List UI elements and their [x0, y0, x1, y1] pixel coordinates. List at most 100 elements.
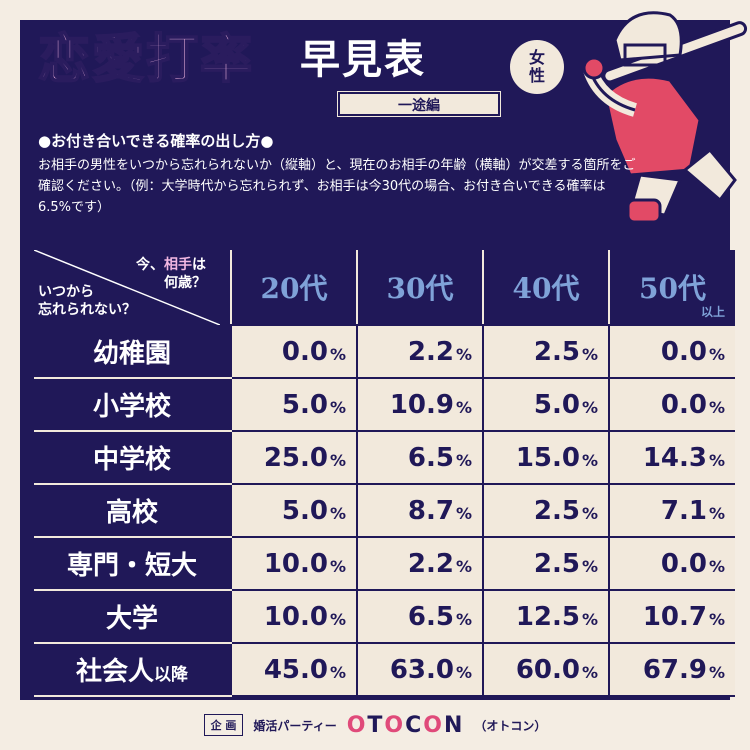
value-cell: 5.0% [230, 484, 357, 538]
table-row: 幼稚園 0.0% 2.2% 2.5% 0.0% [34, 325, 735, 379]
value-number: 60.0 [515, 654, 580, 685]
value-number: 14.3 [642, 442, 707, 473]
value-unit: % [329, 450, 346, 470]
value-cell: 67.9% [608, 643, 735, 697]
corner-top-label: 今、相手は 何歳？ [136, 256, 206, 292]
corner-top-line2: 何歳？ [164, 275, 206, 291]
column-header-label: 30代 [386, 272, 454, 305]
corner-bottom-line1: いつから [38, 284, 94, 300]
row-label: 幼稚園 [34, 325, 231, 379]
table-body: 幼稚園 0.0% 2.2% 2.5% 0.0% 小学校 5.0% 10.9% 5.0% 0.0% 中… [34, 325, 735, 697]
value-cell: 12.5% [482, 590, 609, 644]
row-label-text: 小学校 [92, 392, 171, 422]
value-unit: % [329, 344, 346, 364]
value-unit: % [455, 503, 472, 523]
value-number: 7.1 [660, 495, 707, 526]
value-number: 10.0 [263, 548, 328, 579]
value-cell: 0.0% [608, 325, 735, 379]
value-cell: 6.5% [356, 431, 483, 485]
value-number: 45.0 [263, 654, 328, 685]
value-number: 5.0 [533, 389, 580, 420]
corner-top-pre: 今、 [136, 257, 164, 273]
column-header-label: 50代 [639, 272, 706, 305]
value-number: 0.0 [281, 336, 328, 367]
howto-body: お相手の男性をいつから忘れられないか（縦軸）と、現在のお相手の年齢（横軸）が交差… [38, 158, 636, 215]
column-header-note: 以上 [700, 305, 725, 319]
table-row: 大学 10.0% 6.5% 12.5% 10.7% [34, 590, 735, 644]
row-label: 高校 [34, 484, 231, 538]
column-header-30s: 30代 [356, 250, 483, 326]
table-row: 小学校 5.0% 10.9% 5.0% 0.0% [34, 378, 735, 432]
kikaku-label: 企 画 [203, 714, 244, 736]
column-header-40s: 40代 [482, 250, 609, 326]
value-number: 63.0 [389, 654, 454, 685]
value-unit: % [455, 450, 472, 470]
row-label-text: 大学 [105, 604, 158, 634]
value-cell: 2.2% [356, 537, 483, 591]
value-unit: % [455, 556, 472, 576]
value-cell: 5.0% [482, 378, 609, 432]
corner-cell: 今、相手は 何歳？ いつから 忘れられない？ [34, 250, 231, 325]
value-cell: 15.0% [482, 431, 609, 485]
value-number: 25.0 [263, 442, 328, 473]
row-label: 社会人以降 [34, 643, 231, 697]
value-unit: % [455, 662, 472, 682]
value-number: 67.9 [642, 654, 707, 685]
value-unit: % [329, 662, 346, 682]
row-label-text: 社会人 [75, 657, 154, 687]
value-number: 10.9 [389, 389, 454, 420]
title-sub: 早見表 [300, 37, 426, 83]
value-cell: 10.0% [230, 590, 357, 644]
title-main: 恋愛打率 [37, 29, 255, 90]
table-row: 専門・短大 10.0% 2.2% 2.5% 0.0% [34, 537, 735, 591]
value-cell: 0.0% [608, 378, 735, 432]
value-unit: % [581, 397, 598, 417]
value-cell: 8.7% [356, 484, 483, 538]
value-number: 15.0 [515, 442, 580, 473]
value-number: 6.5 [407, 442, 454, 473]
value-number: 0.0 [660, 336, 707, 367]
corner-bottom-label: いつから 忘れられない？ [38, 283, 136, 319]
value-unit: % [708, 609, 725, 629]
gender-badge-text: 女性 [528, 48, 545, 85]
corner-bottom-line2: 忘れられない？ [38, 302, 136, 318]
value-unit: % [581, 609, 598, 629]
table-row: 中学校 25.0% 6.5% 15.0% 14.3% [34, 431, 735, 485]
gender-badge: 女性 [510, 40, 564, 94]
value-unit: % [329, 503, 346, 523]
value-unit: % [581, 662, 598, 682]
edition-tag: 一途編 [337, 91, 501, 117]
batter-illustration [582, 11, 748, 224]
value-cell: 0.0% [608, 537, 735, 591]
logo-reading: （オトコン） [474, 718, 547, 733]
row-label: 大学 [34, 590, 231, 644]
value-unit: % [455, 397, 472, 417]
diagonal-line [34, 250, 220, 325]
value-cell: 10.7% [608, 590, 735, 644]
value-cell: 7.1% [608, 484, 735, 538]
value-unit: % [581, 556, 598, 576]
title-block: 恋愛打率 [37, 29, 255, 90]
value-unit: % [708, 344, 725, 364]
value-unit: % [581, 450, 598, 470]
value-cell: 60.0% [482, 643, 609, 697]
column-header-label: 20代 [260, 272, 328, 305]
value-cell: 2.5% [482, 484, 609, 538]
value-cell: 25.0% [230, 431, 357, 485]
value-unit: % [708, 450, 725, 470]
otocon-logo: OTOCON [346, 712, 465, 738]
table-row: 社会人以降 45.0% 63.0% 60.0% 67.9% [34, 643, 735, 697]
value-unit: % [329, 556, 346, 576]
value-unit: % [329, 397, 346, 417]
value-cell: 45.0% [230, 643, 357, 697]
value-unit: % [455, 609, 472, 629]
value-cell: 10.0% [230, 537, 357, 591]
value-unit: % [708, 556, 725, 576]
row-label: 専門・短大 [34, 537, 231, 591]
value-number: 2.5 [533, 548, 580, 579]
value-number: 8.7 [407, 495, 454, 526]
value-number: 10.7 [642, 601, 707, 632]
footer: 企 画 婚活パーティー OTOCON （オトコン） [0, 700, 750, 750]
value-number: 6.5 [407, 601, 454, 632]
row-label-text: 高校 [105, 498, 158, 528]
